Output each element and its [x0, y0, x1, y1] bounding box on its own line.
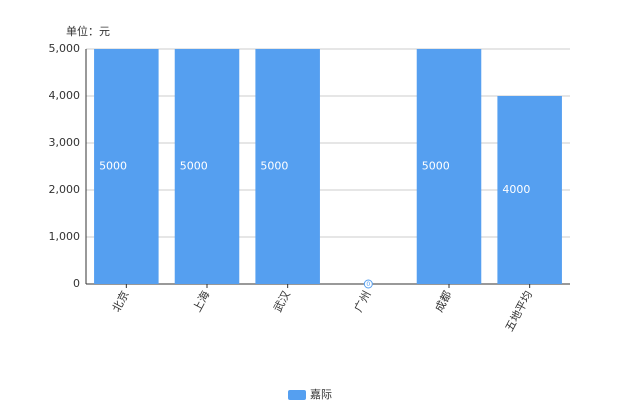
y-tick-label: 4,000 [49, 89, 81, 102]
data-label: 5000 [422, 160, 450, 173]
legend-swatch [288, 390, 306, 400]
x-tick-label: 五地平均 [503, 289, 535, 334]
bar [255, 49, 320, 284]
bar [416, 49, 482, 284]
data-label: 5000 [260, 160, 288, 173]
x-tick-label: 广州 [352, 289, 374, 315]
data-label: 4000 [502, 183, 530, 196]
x-tick-label: 上海 [190, 288, 213, 314]
y-tick-label: 0 [73, 277, 80, 290]
x-tick-label: 成都 [432, 289, 454, 315]
legend-label: 嘉际 [310, 387, 332, 401]
bar [497, 96, 562, 284]
y-tick-label: 2,000 [49, 183, 81, 196]
data-label: 5000 [180, 160, 208, 173]
y-tick-label: 5,000 [49, 42, 81, 55]
data-label: 5000 [99, 160, 127, 173]
y-tick-label: 1,000 [49, 230, 81, 243]
zero-marker [363, 279, 373, 289]
bar [94, 49, 159, 284]
x-tick-label: 北京 [109, 288, 132, 314]
bar [174, 49, 240, 284]
data-label: 0 [366, 281, 370, 288]
x-tick-label: 武汉 [271, 289, 293, 315]
unit-label: 单位：元 [66, 24, 110, 38]
y-tick-label: 3,000 [49, 136, 81, 149]
